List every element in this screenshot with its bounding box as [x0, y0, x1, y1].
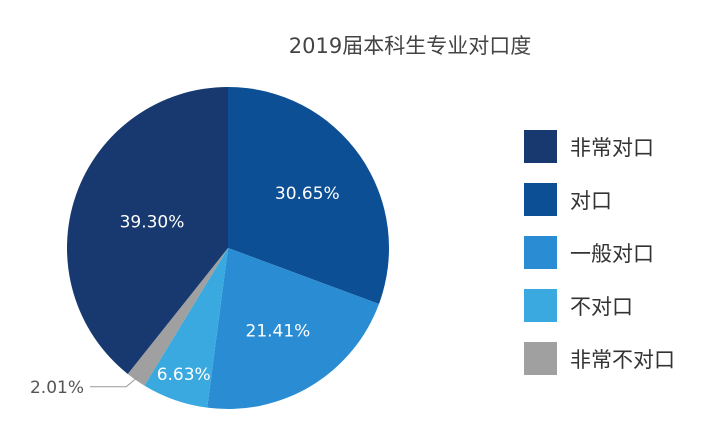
- data-label: 30.65%: [275, 184, 340, 204]
- legend-item: 非常不对口: [524, 332, 675, 385]
- pie-slice-5: [66, 86, 228, 374]
- leader-line: [90, 376, 139, 388]
- legend-item: 对口: [524, 173, 675, 226]
- legend-label: 非常不对口: [570, 347, 675, 372]
- legend-label: 非常对口: [570, 135, 654, 160]
- legend-item: 一般对口: [524, 226, 675, 279]
- chart-title: 2019届本科生专业对口度: [288, 34, 532, 58]
- legend-label: 对口: [570, 188, 612, 213]
- legend-label: 一般对口: [570, 241, 654, 266]
- legend-swatch: [524, 342, 557, 375]
- legend-swatch: [524, 183, 557, 216]
- pie-slice-4: [127, 248, 228, 386]
- legend-label: 不对口: [570, 294, 633, 319]
- pie-slice-1: [228, 87, 389, 304]
- legend-item: 非常对口: [524, 120, 675, 173]
- pie-slice-2: [207, 248, 379, 409]
- data-label: 21.41%: [246, 322, 311, 342]
- legend-item: 不对口: [524, 279, 675, 332]
- legend: 非常对口 对口 一般对口 不对口 非常不对口: [524, 120, 675, 385]
- legend-swatch: [524, 130, 557, 163]
- data-label: 2.01%: [30, 378, 84, 398]
- data-label: 39.30%: [120, 212, 185, 232]
- legend-swatch: [524, 236, 557, 269]
- data-label: 6.63%: [157, 365, 211, 385]
- pie-slice-3: [144, 248, 228, 408]
- legend-swatch: [524, 289, 557, 322]
